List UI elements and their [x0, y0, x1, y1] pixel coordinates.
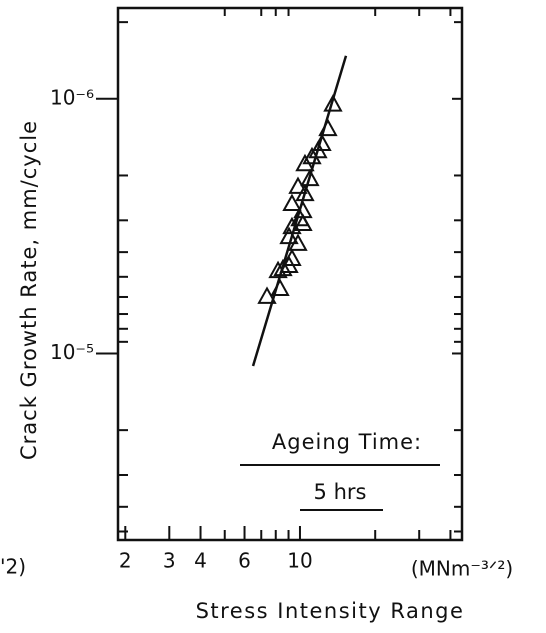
x-tick-label: 2	[119, 549, 132, 573]
annotation-value: 5 hrs	[314, 480, 367, 504]
data-point	[312, 133, 332, 152]
y-tick-label: 10⁻⁶	[50, 85, 94, 109]
data-point	[273, 258, 293, 277]
data-point	[279, 226, 299, 245]
data-point	[268, 260, 288, 279]
left-fragment: '2)	[0, 555, 26, 579]
x-axis-label: Stress Intensity Range	[196, 599, 465, 623]
annotation-title: Ageing Time:	[272, 430, 422, 454]
plot-frame	[116, 6, 464, 542]
data-point	[270, 278, 290, 296]
data-point	[282, 193, 302, 212]
x-unit: (MNm⁻³ᐟ²)	[411, 557, 513, 581]
data-point	[323, 94, 343, 112]
data-point	[300, 168, 320, 187]
y-tick-label: 10⁻⁵	[50, 340, 94, 364]
x-tick-label: 6	[238, 549, 251, 573]
x-tick-label: 10	[287, 549, 312, 573]
x-tick-label: 3	[163, 549, 176, 573]
data-point	[302, 146, 322, 165]
y-axis-label: Crack Growth Rate, mm/cycle	[17, 120, 41, 460]
x-tick-label: 4	[194, 549, 207, 573]
data-point	[282, 248, 302, 266]
data-point	[318, 118, 338, 137]
